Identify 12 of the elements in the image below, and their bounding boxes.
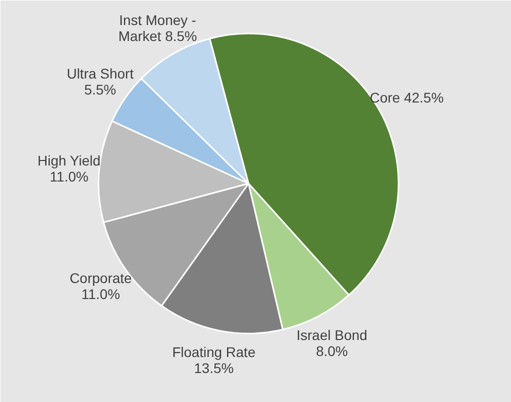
slice-label: Floating Rate [172, 344, 256, 360]
data-label: 13.5% [194, 360, 234, 376]
slice-label: Inst Money - Market 8.5% [118, 12, 197, 44]
data-label: 8.0% [316, 343, 348, 360]
slice-label: High Yield [37, 152, 101, 168]
data-label: 5.5% [84, 82, 116, 98]
data-label: 11.0% [81, 286, 120, 302]
slice-label: Core 42.5% [370, 90, 444, 106]
slice-label: Corporate [70, 270, 132, 286]
slice-label: Israel Bond [296, 327, 368, 344]
slice-label: Ultra Short [66, 66, 134, 82]
data-label: 11.0% [50, 168, 88, 184]
